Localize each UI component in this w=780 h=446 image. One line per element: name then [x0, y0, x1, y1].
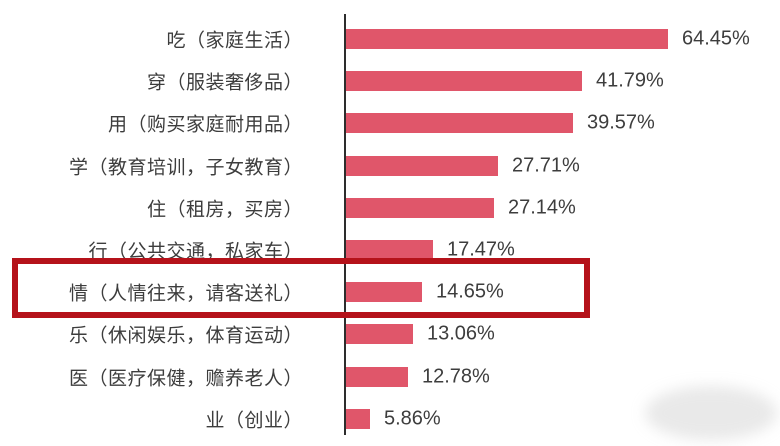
value-label: 12.78%: [422, 365, 490, 388]
category-label: 医（医疗保健，赡养老人）: [68, 368, 303, 390]
bar: [346, 282, 422, 303]
bar: [346, 29, 668, 49]
value-label: 39.57%: [587, 111, 655, 134]
bar: [346, 155, 498, 176]
bar: [346, 408, 370, 429]
value-label: 27.71%: [512, 154, 580, 177]
bar-row: 学（教育培训，子女教育） 27.71%: [0, 145, 780, 187]
bar-row: 用（购买家庭耐用品） 39.57%: [0, 102, 780, 144]
watermark-blur: [645, 386, 777, 440]
bar-row: 医（医疗保健，赡养老人） 12.78%: [0, 356, 780, 398]
bar-row: 住（租房，买房） 27.14%: [0, 187, 780, 229]
value-label: 13.06%: [427, 322, 495, 345]
axis-line: [344, 14, 346, 435]
category-label: 穿（服装奢侈品）: [146, 72, 303, 94]
bar: [346, 197, 494, 218]
category-label: 学（教育培训，子女教育）: [68, 157, 303, 179]
bar: [346, 366, 408, 387]
category-label: 业（创业）: [205, 410, 303, 432]
value-label: 14.65%: [436, 280, 504, 303]
bar-row: 吃（家庭生活） 64.45%: [0, 18, 780, 60]
bar-row: 行（公共交通，私家车） 17.47%: [0, 229, 780, 271]
bar: [346, 113, 573, 134]
value-label: 27.14%: [508, 196, 576, 219]
bar-row: 业（创业） 5.86%: [0, 398, 780, 440]
category-label: 用（购买家庭耐用品）: [107, 114, 303, 136]
bar-row: 乐（休闲娱乐，体育运动） 13.06%: [0, 313, 780, 355]
category-label: 住（租房，买房）: [146, 199, 303, 221]
value-label: 41.79%: [596, 69, 664, 92]
value-label: 5.86%: [384, 407, 441, 430]
category-label: 情（人情往来，请客送礼）: [68, 283, 303, 305]
value-label: 17.47%: [447, 238, 515, 261]
bar: [346, 324, 413, 345]
bar-row: 穿（服装奢侈品） 41.79%: [0, 60, 780, 102]
bar: [346, 240, 433, 260]
category-label: 乐（休闲娱乐，体育运动）: [68, 325, 303, 347]
bar-row: 情（人情往来，请客送礼） 14.65%: [0, 271, 780, 313]
bar: [346, 71, 582, 92]
value-label: 64.45%: [682, 27, 750, 50]
category-label: 行（公共交通，私家车）: [88, 241, 303, 263]
category-label: 吃（家庭生活）: [166, 30, 303, 52]
